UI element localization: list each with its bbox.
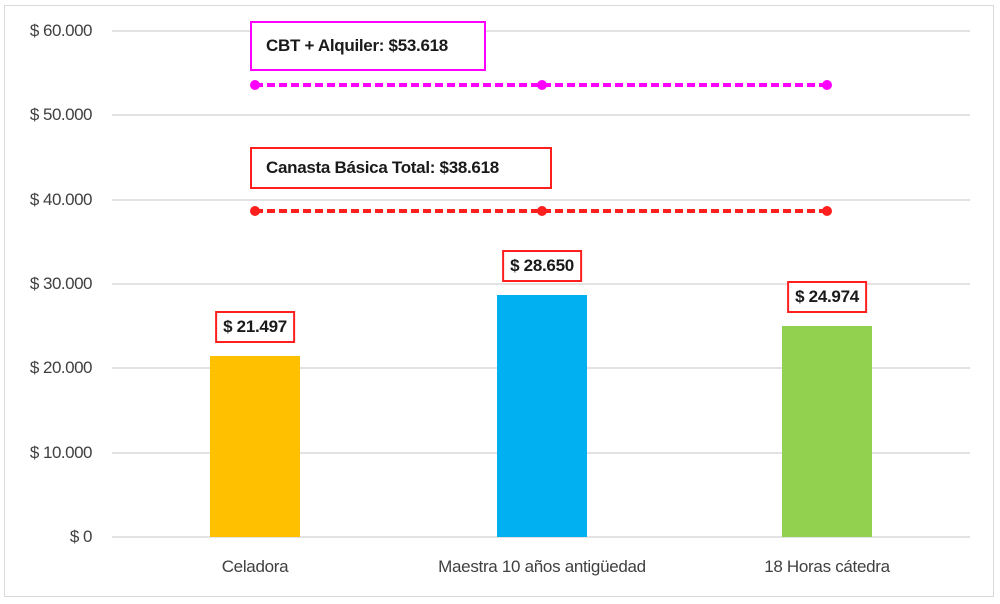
- reference-marker: [822, 206, 832, 217]
- y-tick-label: $ 20.000: [29, 358, 93, 378]
- value-label: $ 28.650: [502, 250, 582, 283]
- x-category-label: 18 Horas cátedra: [764, 557, 890, 576]
- reference-marker: [250, 79, 260, 90]
- bar-1: [210, 355, 300, 537]
- x-category-label: Celadora: [221, 557, 289, 576]
- reference-label: CBT + Alquiler: $53.618: [250, 21, 486, 71]
- gridline: [112, 114, 970, 117]
- reference-label: Canasta Básica Total: $38.618: [250, 147, 552, 189]
- reference-marker: [537, 79, 547, 90]
- y-tick-label: $ 10.000: [29, 442, 93, 462]
- gridline: [112, 30, 970, 32]
- y-tick-label: $ 50.000: [29, 105, 93, 125]
- reference-marker: [822, 79, 832, 90]
- reference-marker: [250, 206, 260, 217]
- gridline: [112, 198, 970, 201]
- gridline: [112, 536, 970, 538]
- y-tick-label: $ 40.000: [29, 189, 93, 209]
- y-tick-label: $ 30.000: [29, 274, 93, 293]
- chart-frame: [4, 5, 994, 597]
- x-category-label: Maestra 10 años antigüedad: [438, 557, 646, 576]
- bar-3: [782, 326, 872, 537]
- reference-marker: [537, 206, 547, 217]
- y-tick-label: $ 0: [69, 527, 93, 546]
- y-tick-label: $ 60.000: [29, 21, 93, 40]
- bar-2: [497, 295, 587, 537]
- value-label: $ 21.497: [215, 310, 295, 343]
- gridline: [112, 283, 970, 285]
- value-label: $ 24.974: [787, 281, 867, 314]
